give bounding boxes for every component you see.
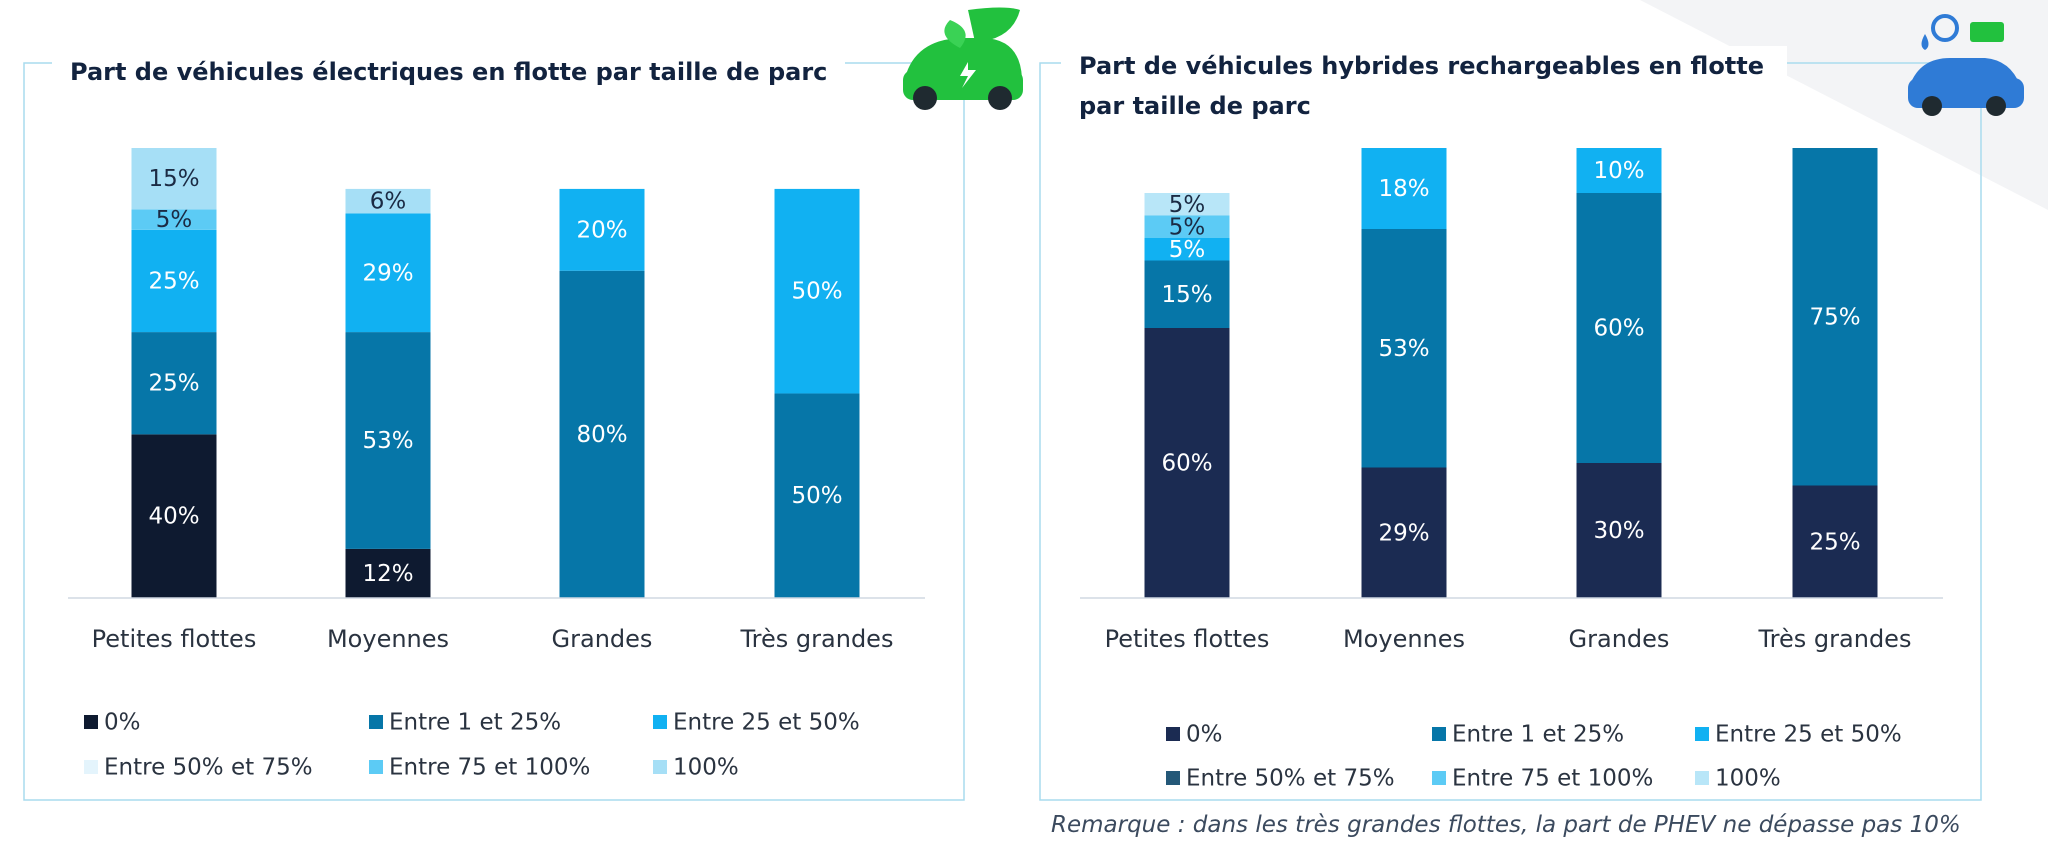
phev-icon [1908, 14, 2024, 116]
x-tick-label: Très grandes [1758, 625, 1912, 653]
bar-segment [1361, 229, 1447, 468]
value-label: 80% [576, 422, 627, 448]
value-label: 29% [1378, 520, 1429, 546]
legend-label: Entre 75 et 100% [389, 755, 590, 781]
legend-label: Entre 75 et 100% [1452, 766, 1653, 792]
value-label: 50% [791, 483, 842, 509]
ev-icon [903, 7, 1023, 110]
bar-segment [345, 332, 431, 549]
legend-swatch [1166, 771, 1180, 785]
value-label: 25% [1809, 529, 1860, 555]
x-tick-label: Moyennes [327, 625, 449, 653]
legend-label: Entre 25 et 50% [1715, 722, 1902, 748]
legend-swatch [1695, 771, 1709, 785]
value-label: 60% [1161, 451, 1212, 477]
bar-segment [1576, 463, 1662, 598]
value-label: 50% [791, 279, 842, 305]
value-label: 10% [1593, 158, 1644, 184]
legend-label: Entre 50% et 75% [1186, 766, 1395, 792]
value-label: 15% [1161, 282, 1212, 308]
bar-segment [131, 209, 217, 230]
value-label: 15% [148, 166, 199, 192]
bar-segment [1144, 328, 1230, 598]
value-label: 5% [156, 207, 193, 233]
value-label: 18% [1378, 176, 1429, 202]
x-tick-label: Petites flottes [1105, 625, 1270, 653]
bar-segment [1361, 467, 1447, 598]
legend-swatch [1432, 771, 1446, 785]
value-label: 20% [576, 217, 627, 243]
legend-label: Entre 1 et 25% [1452, 722, 1624, 748]
legend-label: Entre 1 et 25% [389, 710, 561, 736]
legend-swatch [653, 760, 667, 774]
legend-label: 0% [1186, 722, 1223, 748]
bar-segment [345, 213, 431, 333]
x-tick-label: Grandes [1569, 625, 1670, 653]
value-label: 6% [370, 189, 407, 215]
value-label: 25% [148, 371, 199, 397]
legend-swatch [84, 715, 98, 729]
bar-segment [559, 188, 645, 271]
bar-segment [559, 270, 645, 598]
chart-title: Part de véhicules électriques en flotte … [52, 52, 846, 92]
legend-swatch [369, 760, 383, 774]
value-label: 40% [148, 504, 199, 530]
bar-segment [1792, 485, 1878, 598]
legend-label: 100% [673, 755, 739, 781]
legend-swatch [653, 715, 667, 729]
value-label: 53% [362, 428, 413, 454]
value-label: 75% [1809, 304, 1860, 330]
value-label: 25% [148, 268, 199, 294]
bar-segment [1576, 148, 1662, 193]
legend-label: 0% [104, 710, 141, 736]
value-label: 30% [1593, 518, 1644, 544]
bar-segment [345, 548, 431, 598]
value-label: 53% [1378, 336, 1429, 362]
bar-segment [345, 188, 431, 214]
x-tick-label: Petites flottes [92, 625, 257, 653]
legend-label: 100% [1715, 766, 1781, 792]
bar-segment [131, 148, 217, 210]
legend-label: Entre 50% et 75% [104, 755, 313, 781]
x-tick-label: Grandes [552, 625, 653, 653]
bar-segment [1144, 238, 1230, 261]
bar-segment [1144, 193, 1230, 216]
value-label: 5% [1169, 237, 1206, 263]
bar-segment [1792, 148, 1878, 486]
x-tick-label: Moyennes [1343, 625, 1465, 653]
x-tick-label: Très grandes [740, 625, 894, 653]
legend-swatch [369, 715, 383, 729]
bar-segment [1144, 215, 1230, 238]
value-label: 12% [362, 561, 413, 587]
value-label: 5% [1169, 214, 1206, 240]
bar-segment [1144, 260, 1230, 328]
legend-swatch [84, 760, 98, 774]
bar-segment [774, 393, 860, 598]
note: Remarque : dans les très grandes flottes… [1051, 812, 1961, 838]
bar-segment [131, 434, 217, 598]
legend-swatch [1432, 727, 1446, 741]
value-label: 29% [362, 260, 413, 286]
bar-segment [1576, 193, 1662, 463]
bar-segment [774, 188, 860, 394]
chart-title: Part de véhicules hybrides rechargeables… [1061, 46, 1787, 126]
bar-segment [1361, 148, 1447, 229]
value-label: 60% [1593, 316, 1644, 342]
bar-segment [131, 332, 217, 435]
legend-label: Entre 25 et 50% [673, 710, 860, 736]
legend-swatch [1166, 727, 1180, 741]
legend-swatch [1695, 727, 1709, 741]
value-label: 5% [1169, 192, 1206, 218]
bar-segment [131, 229, 217, 333]
